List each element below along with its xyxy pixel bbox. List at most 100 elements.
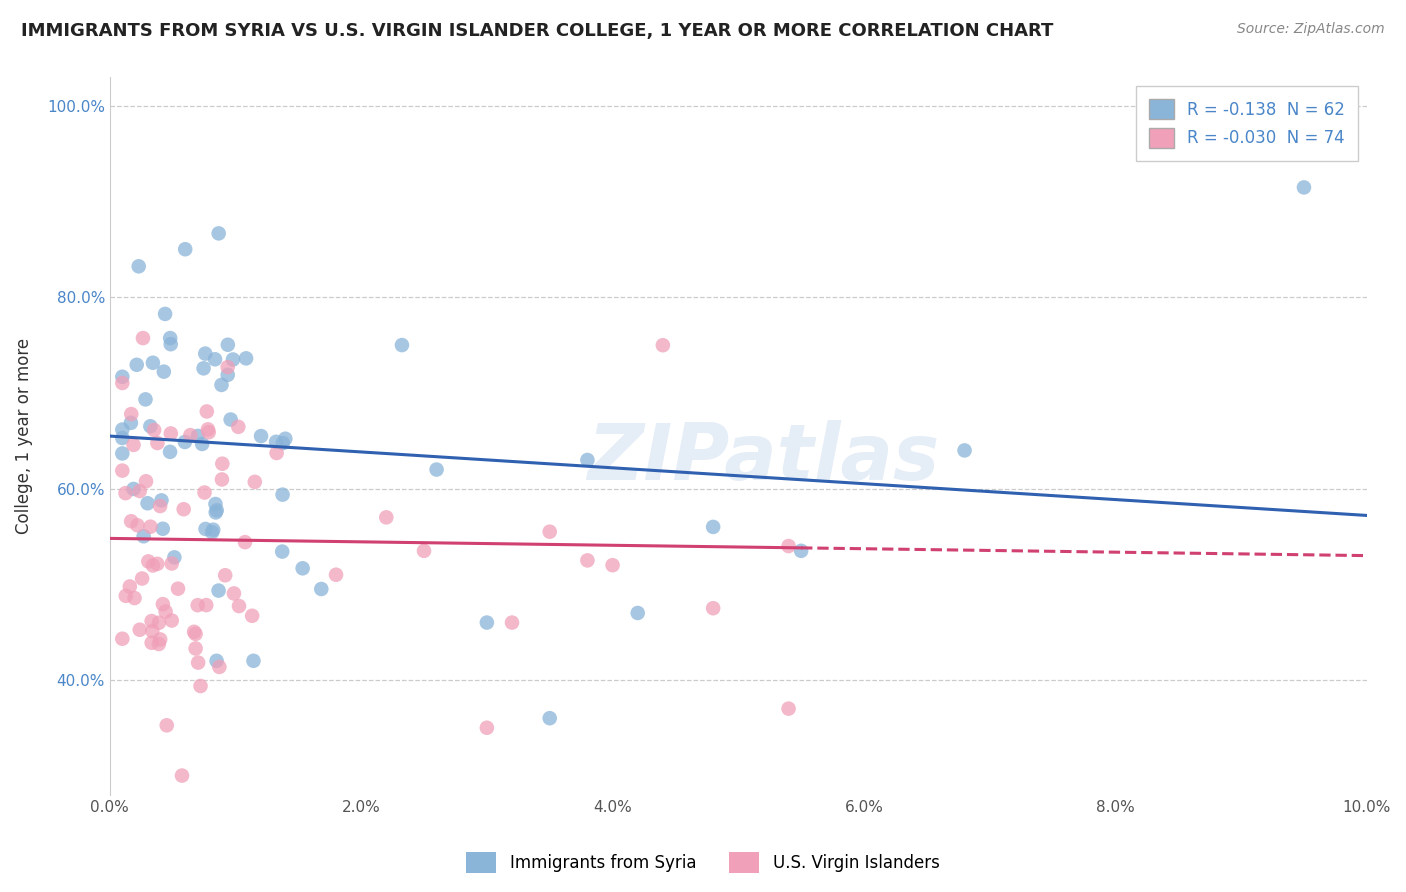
Point bbox=[651, 338, 673, 352]
Point bbox=[790, 544, 813, 558]
Point bbox=[111, 369, 134, 384]
Point bbox=[142, 558, 165, 573]
Point bbox=[538, 524, 561, 539]
Point bbox=[250, 429, 273, 443]
Point bbox=[149, 632, 172, 647]
Point bbox=[194, 346, 217, 360]
Point bbox=[217, 337, 239, 351]
Point bbox=[266, 446, 288, 460]
Point bbox=[194, 522, 217, 536]
Point bbox=[159, 337, 181, 351]
Point bbox=[138, 554, 160, 568]
Text: Source: ZipAtlas.com: Source: ZipAtlas.com bbox=[1237, 22, 1385, 37]
Point bbox=[159, 445, 181, 459]
Point bbox=[111, 376, 134, 390]
Point bbox=[148, 637, 170, 651]
Point bbox=[187, 598, 209, 612]
Point bbox=[222, 352, 245, 367]
Point bbox=[120, 416, 142, 430]
Point bbox=[602, 558, 624, 573]
Point bbox=[149, 499, 172, 513]
Point bbox=[953, 443, 976, 458]
Point bbox=[204, 497, 226, 511]
Point bbox=[325, 567, 347, 582]
Point bbox=[211, 472, 233, 486]
Point bbox=[778, 701, 800, 715]
Point bbox=[139, 419, 162, 434]
Point bbox=[146, 436, 169, 450]
Point bbox=[184, 627, 207, 641]
Point bbox=[179, 428, 201, 442]
Point bbox=[141, 636, 163, 650]
Point bbox=[475, 721, 498, 735]
Point bbox=[222, 586, 245, 600]
Point bbox=[311, 582, 333, 596]
Point bbox=[201, 525, 224, 540]
Point bbox=[271, 488, 294, 502]
Point bbox=[291, 561, 314, 575]
Point bbox=[111, 431, 134, 445]
Point bbox=[233, 535, 256, 549]
Point bbox=[125, 358, 148, 372]
Point bbox=[187, 656, 209, 670]
Point bbox=[183, 624, 205, 639]
Point bbox=[226, 420, 249, 434]
Point bbox=[141, 624, 163, 638]
Point bbox=[193, 485, 215, 500]
Point bbox=[114, 486, 136, 500]
Point bbox=[122, 438, 145, 452]
Point bbox=[195, 598, 218, 612]
Point bbox=[159, 331, 181, 345]
Point bbox=[136, 496, 159, 510]
Text: IMMIGRANTS FROM SYRIA VS U.S. VIRGIN ISLANDER COLLEGE, 1 YEAR OR MORE CORRELATIO: IMMIGRANTS FROM SYRIA VS U.S. VIRGIN ISL… bbox=[21, 22, 1053, 40]
Point bbox=[187, 429, 209, 443]
Point bbox=[1292, 180, 1315, 194]
Point bbox=[211, 378, 233, 392]
Point bbox=[240, 608, 263, 623]
Point bbox=[217, 360, 239, 375]
Point bbox=[778, 539, 800, 553]
Point bbox=[702, 520, 724, 534]
Point bbox=[202, 523, 225, 537]
Point bbox=[142, 356, 165, 370]
Point bbox=[204, 505, 226, 519]
Point bbox=[128, 260, 150, 274]
Point bbox=[193, 361, 215, 376]
Point bbox=[128, 483, 150, 498]
Point bbox=[132, 331, 155, 345]
Point bbox=[501, 615, 523, 630]
Legend: Immigrants from Syria, U.S. Virgin Islanders: Immigrants from Syria, U.S. Virgin Islan… bbox=[460, 846, 946, 880]
Point bbox=[131, 572, 153, 586]
Point bbox=[375, 510, 398, 524]
Point bbox=[205, 503, 228, 517]
Point bbox=[204, 352, 226, 367]
Point bbox=[426, 462, 449, 476]
Point bbox=[205, 654, 228, 668]
Point bbox=[152, 597, 174, 611]
Point bbox=[197, 425, 219, 440]
Point bbox=[111, 446, 134, 460]
Point bbox=[167, 582, 190, 596]
Point bbox=[111, 464, 134, 478]
Point bbox=[141, 614, 163, 628]
Point bbox=[155, 605, 177, 619]
Point bbox=[271, 436, 294, 450]
Point bbox=[135, 475, 157, 489]
Point bbox=[124, 591, 146, 605]
Point bbox=[211, 457, 233, 471]
Y-axis label: College, 1 year or more: College, 1 year or more bbox=[15, 338, 32, 534]
Point bbox=[143, 423, 166, 437]
Point bbox=[475, 615, 498, 630]
Point bbox=[111, 423, 134, 437]
Legend: R = -0.138  N = 62, R = -0.030  N = 74: R = -0.138 N = 62, R = -0.030 N = 74 bbox=[1136, 86, 1358, 161]
Point bbox=[242, 654, 264, 668]
Point bbox=[120, 407, 142, 421]
Text: ZIPatlas: ZIPatlas bbox=[588, 419, 939, 496]
Point bbox=[153, 307, 176, 321]
Point bbox=[127, 518, 149, 533]
Point bbox=[184, 641, 207, 656]
Point bbox=[576, 453, 599, 467]
Point bbox=[150, 493, 173, 508]
Point bbox=[576, 553, 599, 567]
Point bbox=[160, 557, 183, 571]
